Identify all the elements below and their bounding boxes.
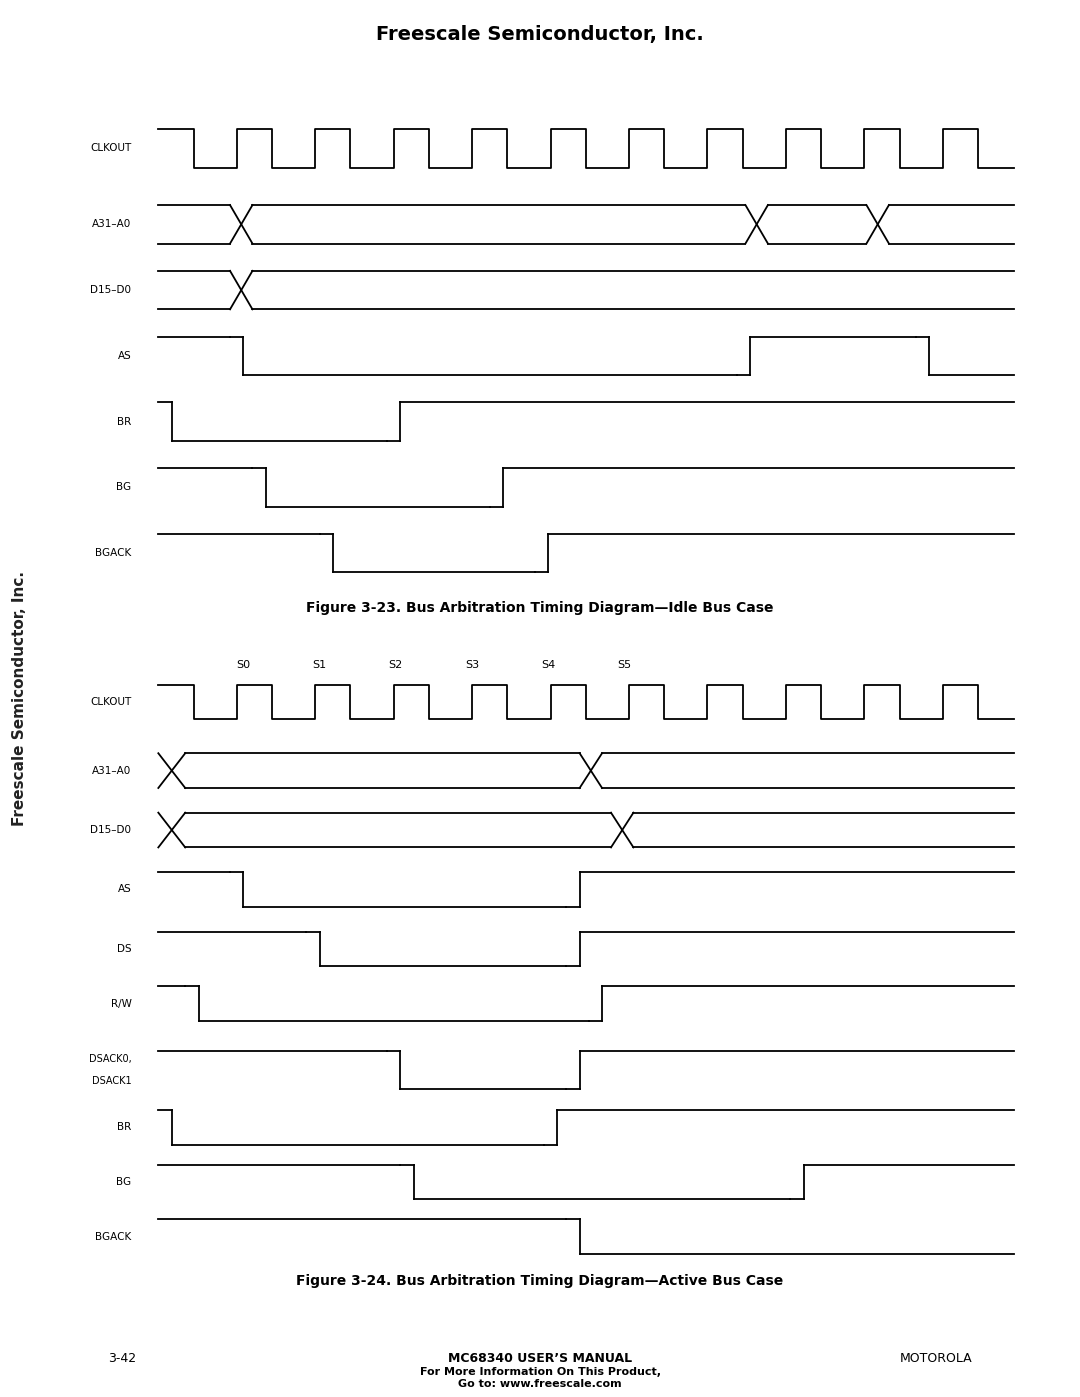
Text: Figure 3-24. Bus Arbitration Timing Diagram—Active Bus Case: Figure 3-24. Bus Arbitration Timing Diag… (296, 1274, 784, 1288)
Text: BR: BR (118, 416, 132, 426)
Text: DS: DS (117, 944, 132, 954)
Text: BGACK: BGACK (95, 548, 132, 559)
Text: Freescale Semiconductor, Inc.: Freescale Semiconductor, Inc. (376, 25, 704, 45)
Text: Freescale Semiconductor, Inc.: Freescale Semiconductor, Inc. (12, 571, 27, 826)
Text: A31–A0: A31–A0 (92, 766, 132, 775)
Text: S2: S2 (389, 661, 403, 671)
Text: DSACK1: DSACK1 (92, 1077, 132, 1087)
Text: DSACK0,: DSACK0, (89, 1053, 132, 1063)
Text: S5: S5 (618, 661, 632, 671)
Text: BG: BG (117, 482, 132, 493)
Text: S4: S4 (541, 661, 555, 671)
Text: For More Information On This Product,
Go to: www.freescale.com: For More Information On This Product, Go… (419, 1368, 661, 1389)
Text: BGACK: BGACK (95, 1232, 132, 1242)
Text: R/W: R/W (110, 999, 132, 1009)
Text: AS: AS (118, 884, 132, 894)
Text: MC68340 USER’S MANUAL: MC68340 USER’S MANUAL (448, 1352, 632, 1365)
Text: D15–D0: D15–D0 (91, 826, 132, 835)
Text: S1: S1 (312, 661, 327, 671)
Text: Figure 3-23. Bus Arbitration Timing Diagram—Idle Bus Case: Figure 3-23. Bus Arbitration Timing Diag… (307, 601, 773, 615)
Text: AS: AS (118, 351, 132, 360)
Text: A31–A0: A31–A0 (92, 219, 132, 229)
Text: S3: S3 (465, 661, 480, 671)
Text: MOTOROLA: MOTOROLA (900, 1352, 972, 1365)
Text: CLKOUT: CLKOUT (91, 697, 132, 707)
Text: BG: BG (117, 1178, 132, 1187)
Text: CLKOUT: CLKOUT (91, 144, 132, 154)
Text: D15–D0: D15–D0 (91, 285, 132, 295)
Text: BR: BR (118, 1122, 132, 1132)
Text: S0: S0 (237, 661, 251, 671)
Text: 3-42: 3-42 (108, 1352, 136, 1365)
